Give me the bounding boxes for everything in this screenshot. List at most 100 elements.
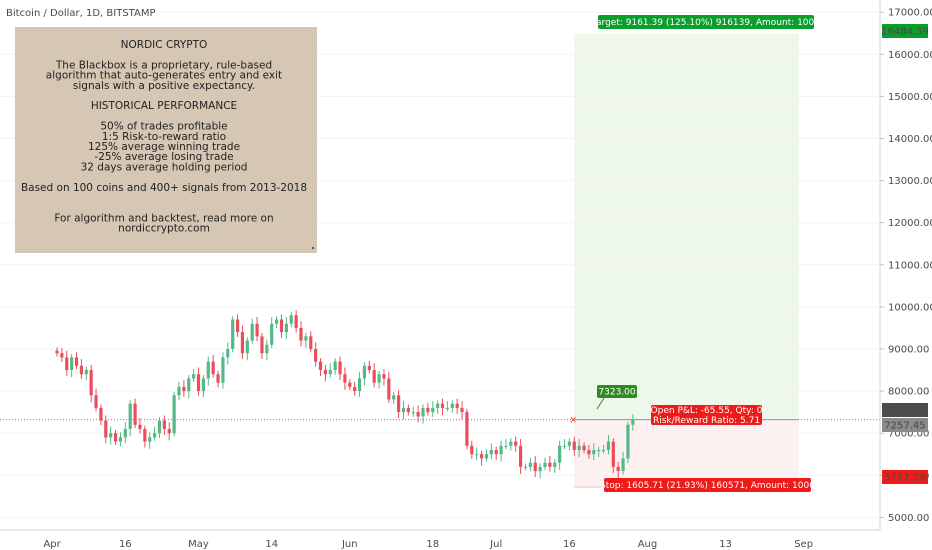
candle-body (357, 378, 362, 392)
pnl-label[interactable]: Open P&L: -65.55, Qty: 0 Risk/Reward Rat… (651, 405, 763, 426)
candle-body (338, 361, 342, 375)
x-axis[interactable]: Apr 16 May 14 Jun 18 Jul 16 Aug 13 Sep (43, 539, 813, 550)
candle (60, 348, 64, 363)
candle (338, 356, 342, 381)
candle-body (221, 357, 225, 383)
candle (167, 422, 171, 441)
candle-body (562, 445, 567, 447)
candle (260, 332, 264, 360)
candle-body (99, 407, 103, 421)
candle (592, 443, 596, 461)
candle (553, 459, 557, 473)
target-price-tag: 16484.39 (881, 24, 929, 38)
candle (89, 364, 93, 403)
candle-body (172, 395, 176, 434)
y-tick-label: 11000.00 (888, 260, 932, 271)
entry-callout[interactable]: 7323.00 (596, 385, 637, 410)
target-label[interactable]: Target: 9161.39 (125.10%) 916139, Amount… (591, 15, 820, 29)
candle (392, 391, 396, 405)
candle-body (328, 370, 332, 375)
candle (601, 444, 606, 454)
candle (597, 446, 601, 458)
target-label-text: Target: 9161.39 (125.10%) 916139, Amount… (591, 18, 820, 28)
candle-body (113, 433, 118, 442)
candle (387, 371, 391, 403)
note-box[interactable]: NORDIC CRYPTO The Blackbox is a proprieta… (15, 27, 317, 253)
candle-body (362, 365, 367, 379)
note-line: algorithm that auto-generates entry and … (46, 70, 282, 82)
candle (460, 401, 464, 420)
candle (353, 381, 357, 396)
candle-body (148, 437, 152, 442)
candle (153, 426, 157, 441)
candle (523, 463, 528, 471)
candle (55, 347, 59, 357)
candle-body (270, 323, 274, 345)
candle-body (582, 445, 586, 451)
candle-body (275, 319, 279, 324)
candle-body (509, 441, 513, 446)
candle-body (494, 450, 498, 455)
candle-body (74, 357, 79, 366)
candle (128, 400, 132, 437)
note-text: NORDIC CRYPTO The Blackbox is a proprieta… (21, 39, 307, 235)
entry-callout-pointer (596, 397, 605, 410)
x-tick-label: Jul (489, 539, 502, 550)
candle-body (109, 433, 113, 438)
candle (133, 398, 137, 429)
candle-body (167, 428, 171, 434)
candle (211, 354, 215, 378)
candle-body (128, 403, 132, 429)
candle (138, 418, 142, 434)
candle-body (392, 395, 396, 400)
x-tick-label: Sep (794, 539, 813, 550)
position-zones (574, 33, 799, 488)
candle (79, 359, 83, 379)
candle-body (528, 462, 532, 467)
candle (84, 366, 88, 381)
candle-body (406, 407, 410, 413)
stop-label[interactable]: Stop: 1605.71 (21.93%) 160571, Amount: 1… (600, 478, 815, 492)
x-tick-label: 16 (563, 539, 576, 550)
candle-body (226, 348, 230, 358)
y-axis[interactable]: 5000.006000.007000.008000.009000.0010000… (880, 8, 932, 524)
candle-body (445, 407, 449, 409)
candle-body (626, 424, 630, 459)
candle-body (284, 323, 288, 333)
note-background (15, 27, 317, 253)
candle-body (318, 361, 323, 371)
candle-body (543, 462, 547, 467)
candle (372, 363, 376, 388)
candle (470, 440, 474, 459)
candle (548, 455, 552, 472)
candle (382, 369, 386, 386)
candle (240, 325, 245, 360)
candle (255, 316, 259, 341)
candle (148, 432, 152, 449)
candle-body (523, 466, 528, 468)
candle-body (514, 441, 518, 446)
y-tick-label: 10000.00 (888, 302, 932, 313)
candle (484, 449, 489, 462)
candle (221, 352, 225, 389)
candle (99, 404, 103, 426)
candle (509, 438, 513, 451)
candle-body (231, 319, 235, 349)
candle-body (299, 327, 303, 341)
candle (377, 370, 381, 389)
candle-body (499, 445, 503, 455)
candle (226, 342, 230, 365)
candle-body (211, 361, 215, 375)
candle-body (597, 450, 601, 452)
candle (201, 375, 205, 397)
candle (450, 400, 454, 413)
candle (582, 442, 586, 454)
note-line: signals with a positive expectancy. (73, 80, 255, 92)
candle-body (304, 336, 308, 341)
candle (626, 421, 630, 464)
y-tick-label: 8000.00 (888, 387, 929, 398)
candle-body (397, 395, 401, 413)
x-tick-label: 14 (265, 539, 278, 550)
candle (143, 425, 147, 448)
